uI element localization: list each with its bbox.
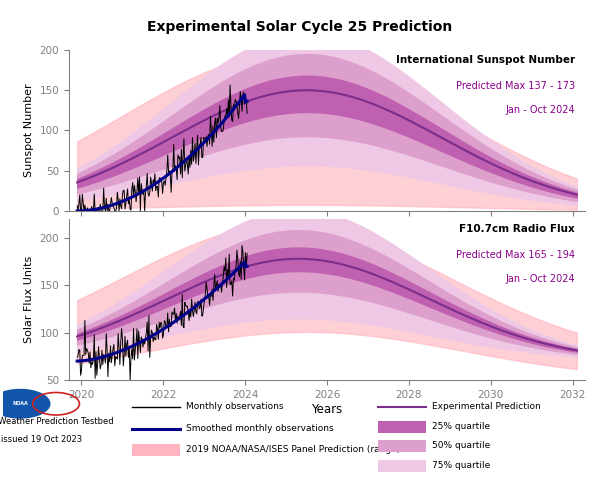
Text: NOAA: NOAA <box>12 401 28 406</box>
Text: F10.7cm Radio Flux: F10.7cm Radio Flux <box>459 224 575 234</box>
Text: Predicted Max 165 - 194: Predicted Max 165 - 194 <box>455 250 575 260</box>
Text: International Sunspot Number: International Sunspot Number <box>395 55 575 65</box>
Text: Monthly observations: Monthly observations <box>186 402 284 411</box>
Y-axis label: Sunspot Number: Sunspot Number <box>24 84 34 178</box>
Text: 2019 NOAA/NASA/ISES Panel Prediction (range): 2019 NOAA/NASA/ISES Panel Prediction (ra… <box>186 446 400 454</box>
Text: issued 19 Oct 2023: issued 19 Oct 2023 <box>1 435 83 444</box>
Text: Jan - Oct 2024: Jan - Oct 2024 <box>505 104 575 115</box>
Text: 25% quartile: 25% quartile <box>432 422 490 431</box>
Text: 75% quartile: 75% quartile <box>432 461 490 470</box>
Text: Experimental Prediction: Experimental Prediction <box>432 402 541 411</box>
Text: 50% quartile: 50% quartile <box>432 442 490 450</box>
Text: Smoothed monthly observations: Smoothed monthly observations <box>186 424 334 433</box>
Circle shape <box>0 390 50 418</box>
Text: Predicted Max 137 - 173: Predicted Max 137 - 173 <box>455 80 575 90</box>
X-axis label: Years: Years <box>311 402 343 415</box>
Y-axis label: Solar Flux Units: Solar Flux Units <box>24 256 34 343</box>
Text: Jan - Oct 2024: Jan - Oct 2024 <box>505 274 575 284</box>
Text: Space Weather Prediction Testbed: Space Weather Prediction Testbed <box>0 418 114 426</box>
Text: Experimental Solar Cycle 25 Prediction: Experimental Solar Cycle 25 Prediction <box>148 20 452 34</box>
